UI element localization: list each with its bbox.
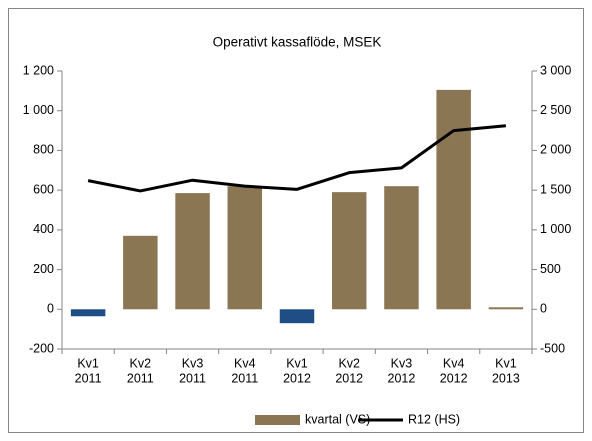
x-tick-label: Kv1 [495, 356, 517, 370]
bar [70, 309, 106, 317]
y-tick-label: 1 000 [23, 103, 54, 117]
chart-border [8, 8, 584, 433]
x-tick-label: 2012 [440, 371, 468, 385]
y2-tick-label: 3 000 [540, 63, 571, 77]
x-tick-label: Kv3 [182, 356, 204, 370]
x-tick-label: 2011 [231, 371, 258, 385]
bar [436, 89, 471, 310]
x-tick-label: Kv2 [338, 356, 360, 370]
y2-tick-label: 2 500 [540, 103, 571, 117]
legend-label: kvartal (VS) [305, 412, 370, 426]
y2-tick-label: 2 000 [540, 143, 571, 157]
x-tick-label: Kv1 [286, 356, 308, 370]
x-tick-label: 2012 [335, 371, 363, 385]
bar [488, 307, 524, 310]
x-tick-label: Kv1 [77, 356, 99, 370]
y-tick-label: 400 [33, 222, 54, 236]
legend-label: R12 (HS) [408, 412, 460, 426]
y2-tick-label: 1 500 [540, 182, 571, 196]
x-tick-label: 2013 [492, 371, 520, 385]
x-tick-label: 2012 [283, 371, 311, 385]
x-tick-label: 2011 [127, 371, 154, 385]
chart-title: Operativt kassaflöde, MSEK [213, 35, 382, 50]
legend-swatch [255, 415, 300, 425]
y2-tick-label: 500 [540, 262, 561, 276]
bar [123, 235, 158, 310]
bar [279, 309, 315, 324]
x-tick-label: 2011 [179, 371, 206, 385]
y2-tick-label: -500 [540, 341, 565, 355]
y-tick-label: 0 [47, 302, 54, 316]
x-tick-label: 2011 [75, 371, 102, 385]
line [87, 124, 507, 193]
x-tick-label: 2012 [388, 371, 416, 385]
x-tick-label: Kv2 [130, 356, 152, 370]
y-tick-label: 800 [33, 143, 54, 157]
bar [331, 192, 367, 310]
y-tick-label: 1 200 [23, 63, 54, 77]
y-tick-label: -200 [29, 341, 54, 355]
x-tick-label: Kv4 [443, 356, 465, 370]
bar [227, 186, 263, 310]
y-tick-label: 200 [33, 262, 54, 276]
y-tick-label: 600 [33, 182, 54, 196]
bar [175, 193, 210, 310]
bar [384, 186, 419, 310]
x-tick-label: Kv3 [391, 356, 413, 370]
y2-tick-label: 1 000 [540, 222, 571, 236]
x-tick-label: Kv4 [234, 356, 256, 370]
y2-tick-label: 0 [540, 302, 547, 316]
